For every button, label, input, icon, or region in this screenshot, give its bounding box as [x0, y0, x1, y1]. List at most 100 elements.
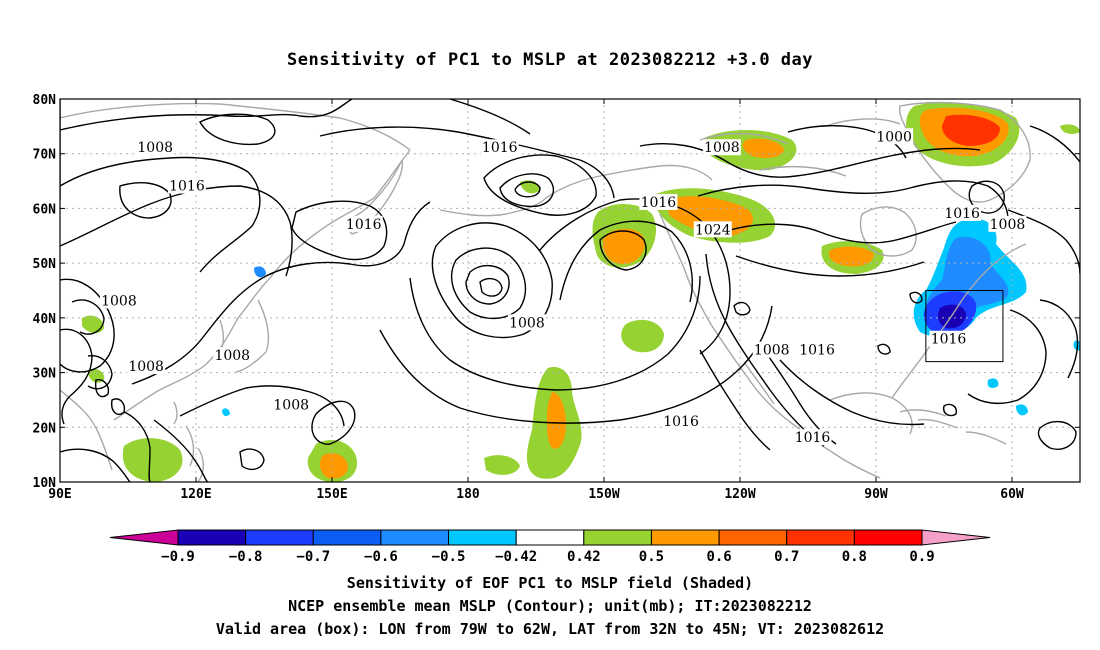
contour-label: 1008: [214, 348, 250, 364]
contour-line: [60, 278, 115, 373]
contour-line: [465, 265, 510, 305]
negative-region-small-3: [987, 378, 999, 388]
contour-line: [60, 185, 293, 277]
shading-layer: [82, 102, 1080, 482]
graticule: [60, 99, 1080, 482]
contour-line: [499, 173, 555, 208]
contour-line: [153, 419, 209, 482]
caption-line-3: Valid area (box): LON from 79W to 62W, L…: [215, 620, 885, 638]
contour-label: 1008: [273, 397, 309, 413]
contour-label-bg: [988, 215, 1027, 232]
contour-line: [449, 99, 531, 135]
axes: 90E 120E 150E 180 150W 120W 90W 60W 10N 20N 30N 40N…: [33, 93, 1080, 502]
contour-line: [968, 180, 1005, 214]
colorbar-tick-label: −0.42: [495, 549, 537, 565]
lat-tick-label: 20N: [33, 421, 57, 436]
contour-label-bg: [943, 204, 982, 221]
contour-line: [409, 275, 701, 391]
positive-region-small-4: [484, 455, 520, 475]
positive-region-small-3: [621, 319, 664, 353]
lat-tick-label: 70N: [33, 148, 57, 163]
contour-line: [559, 220, 693, 303]
colorbar-segment: [448, 529, 517, 546]
coastline-philippines: [185, 425, 204, 482]
contour-label-bg: [662, 412, 701, 429]
contour-line: [967, 309, 1047, 405]
lon-tick-label: 90E: [48, 487, 71, 502]
coastline-na-east: [891, 243, 1027, 399]
contour-label: 1008: [101, 293, 137, 309]
colorbar-segment: [786, 529, 855, 546]
contour-label-bg: [798, 341, 837, 358]
coastline-caribbean: [917, 418, 1007, 445]
contour-line: [759, 343, 837, 445]
colorbar-tick-label: −0.7: [296, 549, 330, 565]
colorbar-segment: [583, 529, 652, 546]
mslp-contours: [60, 99, 1080, 482]
lat-tick-label: 40N: [33, 312, 57, 327]
coastline-baja: [743, 361, 775, 405]
colorbar-segment: [177, 529, 247, 546]
colorbar-segment: [245, 529, 314, 546]
contour-line: [431, 222, 553, 339]
contour-line: [60, 328, 93, 425]
contour-label: 1016: [795, 430, 831, 446]
positive-region-west-pacific-core: [320, 453, 348, 479]
lon-tick-label: 60W: [1000, 487, 1024, 502]
colorbar-tick-label: 0.7: [774, 549, 799, 565]
contour-line: [291, 200, 388, 261]
contour-line: [787, 125, 907, 159]
colorbar-tick-label: 0.5: [639, 549, 664, 565]
contour-label-bg: [752, 341, 791, 358]
map-title: Sensitivity of PC1 to MSLP at 2023082212…: [286, 50, 813, 70]
colorbar-tick-label: 0.9: [909, 549, 934, 565]
contour-line: [60, 99, 353, 131]
contour-line: [179, 385, 345, 427]
contour-line: [87, 355, 113, 390]
contour-line: [1029, 125, 1080, 163]
contour-line: [599, 230, 647, 271]
contour-label-bg: [507, 314, 546, 331]
negative-region-small-1: [254, 266, 266, 278]
contour-line: [110, 398, 126, 416]
lat-tick-label: 10N: [33, 476, 57, 491]
colorbar-max-triangle: [921, 529, 991, 546]
colorbar-min-triangle: [109, 529, 179, 546]
contour-line: [639, 143, 981, 178]
contour-label: 1008: [754, 343, 790, 359]
contour-line: [733, 301, 751, 316]
contour-label-bg: [213, 347, 252, 364]
coastline-cuba: [899, 409, 947, 417]
positive-region-small-5: [1060, 124, 1080, 134]
contour-label-bg: [99, 292, 138, 309]
contour-label: 1016: [799, 343, 835, 359]
contour-line: [483, 154, 597, 216]
coastline-arctic-islands: [699, 118, 901, 177]
coastline-taiwan: [173, 401, 178, 425]
lon-tick-label: 120W: [724, 487, 755, 502]
caption-line-1: Sensitivity of EOF PC1 to MSLP field (Sh…: [346, 574, 754, 592]
positive-region-philippines: [122, 438, 183, 482]
contour-label: 1008: [704, 140, 740, 156]
contour-line: [451, 247, 527, 319]
coastline-na-west: [659, 213, 881, 479]
contour-line: [1039, 299, 1079, 379]
positive-region-arctic-canada-core: [742, 138, 784, 158]
lat-tick-label: 30N: [33, 367, 57, 382]
contour-label-bg: [136, 139, 175, 156]
contour-label: 1016: [346, 217, 382, 233]
coastline-se-asia: [60, 389, 113, 471]
contour-line: [379, 305, 773, 424]
contour-label-bg: [167, 177, 206, 194]
contour-label: 1008: [990, 217, 1026, 233]
contour-line: [479, 277, 503, 297]
contour-line: [1037, 421, 1077, 450]
contour-line: [697, 180, 1009, 233]
coastline-alaska: [545, 164, 713, 199]
contour-line: [319, 126, 615, 199]
contour-line: [877, 343, 891, 355]
coastline-gulf: [829, 392, 913, 435]
contour-line: [729, 221, 957, 244]
contour-line: [60, 156, 261, 273]
